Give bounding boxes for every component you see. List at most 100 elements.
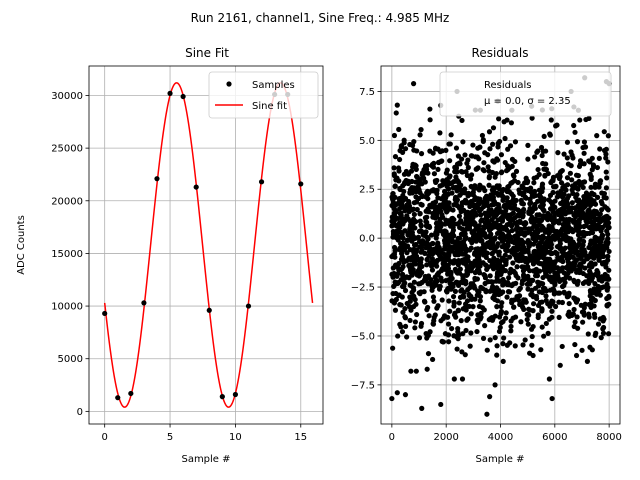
residual-point (432, 146, 439, 152)
residual-point (432, 279, 438, 285)
residual-point (398, 144, 404, 150)
residual-point (418, 127, 424, 133)
residual-point (442, 228, 448, 234)
residual-point (449, 222, 456, 229)
residual-point (392, 216, 399, 222)
residual-point (473, 238, 479, 244)
residual-point (592, 261, 598, 267)
residual-point (476, 208, 483, 214)
residual-point (519, 278, 526, 284)
residual-point (568, 163, 574, 169)
residual-point (542, 173, 548, 179)
residual-point (574, 314, 580, 320)
residual-point (519, 257, 525, 264)
residual-point (409, 289, 415, 296)
residual-point (459, 169, 465, 175)
residual-point (530, 258, 536, 265)
sine-fit-grid (89, 66, 323, 424)
residual-point (569, 177, 575, 183)
residual-point (604, 295, 610, 302)
residual-point (529, 115, 535, 121)
residual-point (455, 308, 462, 314)
residual-point (491, 214, 498, 220)
residual-point (487, 243, 493, 250)
residual-point (394, 390, 400, 396)
residual-point (460, 251, 467, 257)
residual-point (507, 254, 513, 260)
residual-point (605, 276, 611, 282)
residual-point (470, 142, 476, 148)
residual-point (396, 165, 402, 171)
residual-point (605, 331, 612, 337)
residual-point (569, 217, 575, 224)
residual-point (583, 116, 589, 123)
residual-point (578, 215, 584, 221)
residual-point (465, 225, 471, 231)
residual-point (599, 274, 605, 280)
sample-point (154, 176, 160, 182)
residual-point (482, 323, 488, 329)
residual-point (392, 281, 399, 287)
residual-point (401, 283, 407, 289)
residual-point (569, 200, 575, 206)
residual-point (390, 265, 396, 271)
residual-point (535, 256, 541, 262)
residual-point (461, 289, 467, 296)
residual-point (452, 288, 458, 294)
residual-point (442, 331, 448, 337)
residual-point (448, 275, 454, 281)
residual-point (512, 158, 518, 165)
residual-point (524, 230, 530, 236)
residual-point (586, 195, 592, 202)
residual-point (588, 176, 594, 182)
residual-point (484, 214, 491, 220)
residual-point (585, 331, 591, 337)
residual-point (506, 275, 512, 281)
residual-point (405, 237, 411, 243)
sine-fit-x-tick-label: 5 (167, 432, 173, 443)
residual-point (579, 209, 585, 215)
residual-point (525, 178, 531, 184)
residual-point (494, 190, 500, 196)
residual-point (499, 300, 505, 306)
residual-point (401, 137, 407, 143)
residual-point (551, 291, 557, 297)
residual-point (496, 328, 503, 335)
residual-point (498, 152, 505, 158)
residual-point (534, 212, 540, 218)
residual-point (474, 328, 480, 335)
residual-point (600, 324, 607, 331)
residual-point (522, 219, 528, 226)
residual-point (485, 152, 491, 158)
residual-point (400, 264, 406, 270)
residual-point (462, 231, 468, 237)
sine-fit-ylabel: ADC Counts (16, 215, 27, 275)
residual-point (440, 339, 446, 345)
residual-point (415, 234, 422, 240)
residual-point (567, 170, 573, 176)
residual-point (574, 281, 581, 287)
residual-point (562, 279, 568, 286)
residuals-xlabel: Sample # (475, 454, 524, 465)
residual-point (572, 297, 578, 303)
residual-point (508, 328, 514, 334)
residual-point (422, 163, 429, 169)
residual-point (593, 226, 599, 232)
residual-point (483, 193, 490, 199)
residual-point (417, 190, 423, 196)
residual-point (592, 251, 598, 258)
residual-point (500, 238, 507, 244)
residual-point (445, 263, 451, 269)
residual-point (547, 274, 553, 280)
residual-point (459, 246, 465, 253)
residual-point (497, 229, 503, 235)
residual-point (471, 219, 477, 226)
residual-point (576, 229, 582, 235)
sine-fit-x-tick-label: 0 (101, 432, 107, 443)
residual-point (545, 330, 551, 336)
residual-point (520, 268, 527, 274)
residual-point (477, 298, 483, 304)
residual-point (539, 152, 545, 159)
residual-point (407, 317, 413, 324)
residual-point (514, 264, 520, 270)
